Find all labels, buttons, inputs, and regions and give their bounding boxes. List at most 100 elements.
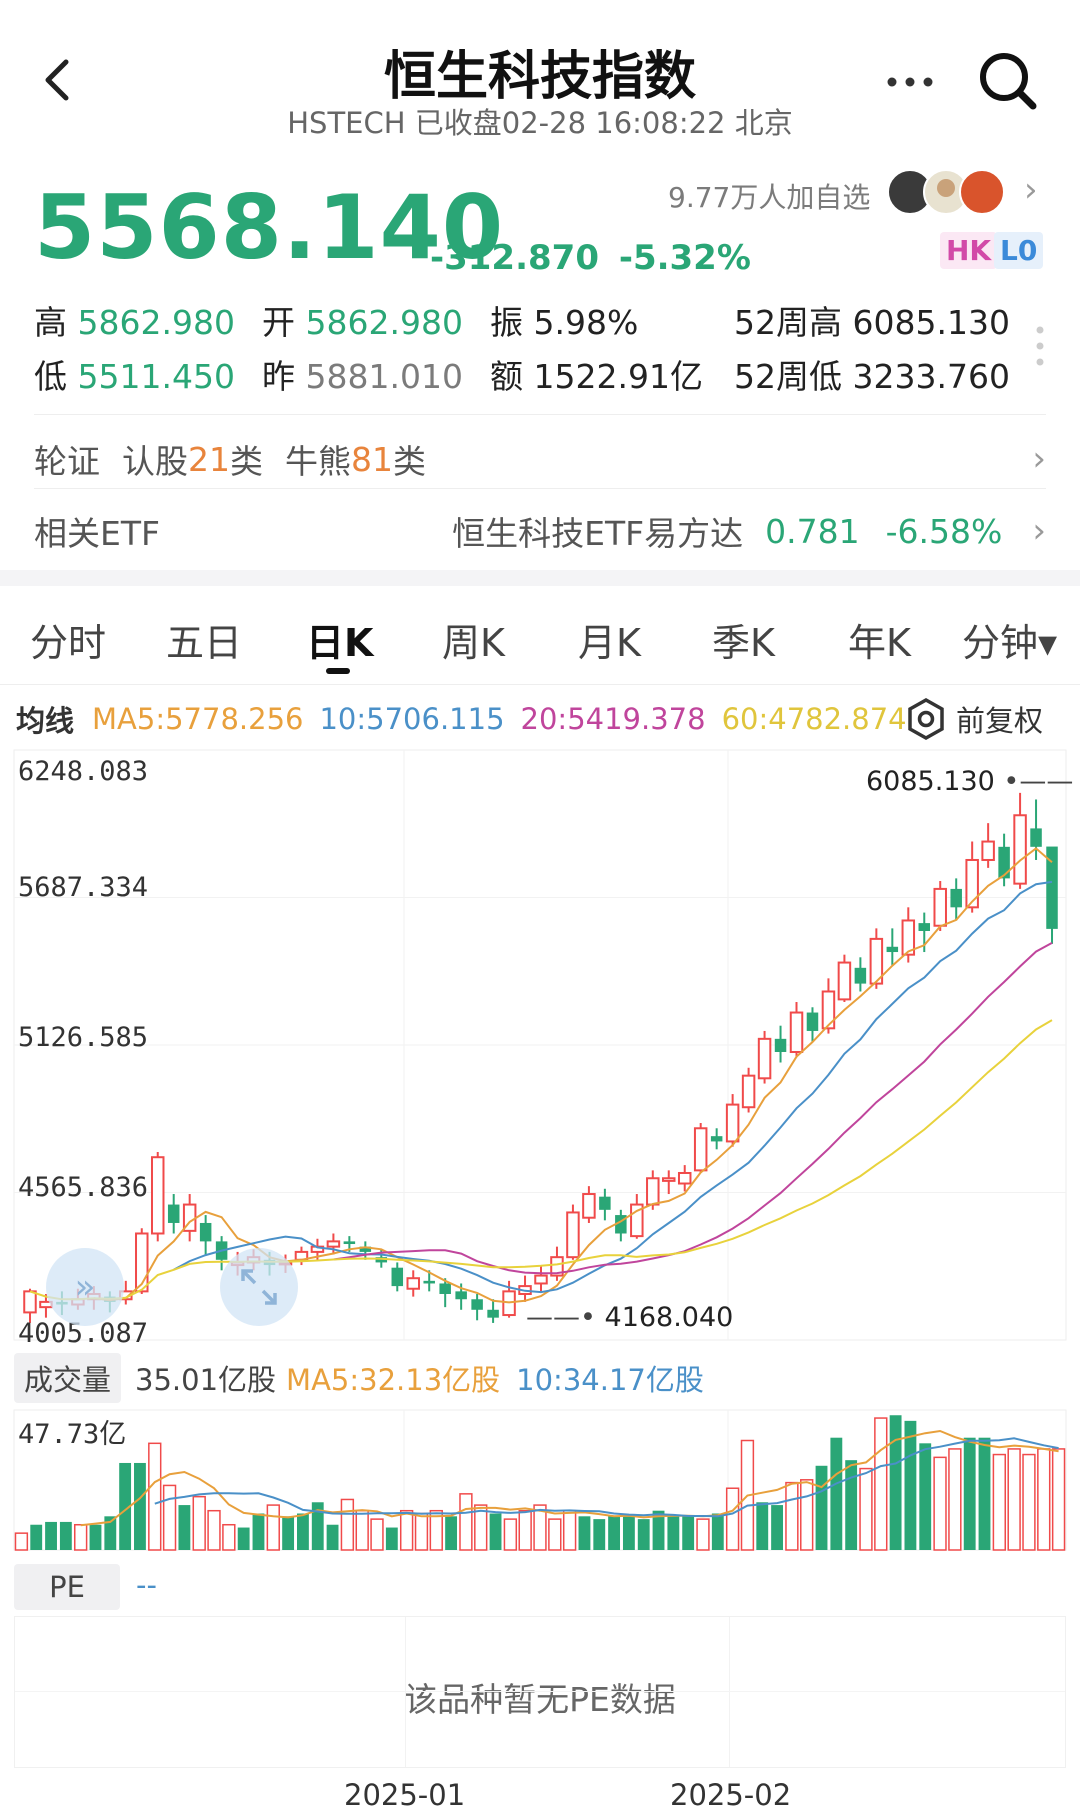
candle-down <box>487 1309 499 1318</box>
stat-amplitude-value: 5.98% <box>533 303 639 342</box>
x-tick-label: 2025-01 <box>344 1778 466 1812</box>
etf-price: 0.781 <box>765 511 860 551</box>
volume-label[interactable]: 成交量 <box>14 1353 122 1403</box>
back-icon[interactable] <box>34 50 84 110</box>
etf-label: 相关ETF <box>34 514 160 553</box>
volume-bar-down <box>45 1521 57 1550</box>
ma10-value: 10:5706.115 <box>319 702 505 736</box>
divider <box>0 684 1080 685</box>
candle-down <box>918 923 931 931</box>
y-tick-label: 5687.334 <box>18 872 149 903</box>
tab-minute[interactable]: 分钟▾ <box>962 621 1058 665</box>
adjust-label: 前复权 <box>956 704 1044 738</box>
volume-bar-up <box>1022 1453 1036 1551</box>
candle-up <box>150 1156 165 1235</box>
volume-legend: 成交量 35.01亿股 MA5:32.13亿股 10:34.17亿股 <box>14 1353 704 1403</box>
candle-down <box>998 846 1010 879</box>
x-tick-label: 2025-02 <box>670 1778 792 1812</box>
candle-up <box>981 840 995 861</box>
ma-legend: 均线 MA5:5778.256 10:5706.115 20:5419.378 … <box>16 696 907 742</box>
stat-amount: 额 1522.91亿 <box>490 350 703 398</box>
warrants-bull-prefix: 牛熊 <box>285 442 351 481</box>
ma60-value: 60:4782.874 <box>721 702 907 736</box>
chevron-right-icon[interactable]: › <box>1024 170 1038 210</box>
search-icon[interactable] <box>975 48 1041 114</box>
stat-high: 高 5862.980 <box>34 296 235 344</box>
volume-bar-down <box>919 1443 932 1550</box>
page-subtitle: HSTECH 已收盘02-28 16:08:22 北京 <box>287 106 793 140</box>
grid-line <box>15 1691 1065 1692</box>
candle-down <box>423 1280 435 1284</box>
volume-bar-down <box>608 1516 621 1550</box>
volume-bar-up <box>948 1448 962 1551</box>
stat-amount-value: 1522.91亿 <box>533 357 703 396</box>
warrants-call-count: 21 <box>188 439 230 479</box>
volume-bar-up <box>503 1518 518 1551</box>
candle-up <box>821 990 836 1030</box>
candle-down <box>886 946 899 953</box>
candle-down <box>471 1299 483 1310</box>
candle-up <box>741 1074 756 1109</box>
volume-bar-up <box>800 1479 814 1551</box>
volume-bar-down <box>756 1502 769 1550</box>
follower-avatars[interactable] <box>886 168 1016 216</box>
followers-count[interactable]: 9.77万人加自选 <box>668 181 871 214</box>
tab-intraday[interactable]: 分时 <box>30 621 107 665</box>
volume-bar-down <box>667 1516 680 1550</box>
stats-expand-icon[interactable] <box>1030 322 1050 372</box>
candle-up <box>534 1274 548 1285</box>
candle-down <box>439 1283 451 1294</box>
volume-bar-up <box>207 1509 221 1551</box>
etf-row[interactable]: 相关ETF 恒生科技ETF易方达 0.781 -6.58% › <box>34 496 1046 566</box>
price-change-percent: -5.32% <box>618 238 751 278</box>
volume-bar-down <box>297 1513 309 1550</box>
volume-bar-down <box>622 1516 635 1550</box>
candle-up <box>677 1171 692 1185</box>
adjust-button[interactable]: 前复权 <box>904 696 1043 742</box>
candle-up <box>965 858 979 909</box>
volume-bar-up <box>874 1417 888 1551</box>
candle-up <box>406 1277 420 1290</box>
volume-bar-down <box>904 1420 917 1550</box>
tab-weekly-k[interactable]: 周K <box>442 621 505 665</box>
level-tag: L0 <box>994 232 1044 269</box>
volume-bar-down <box>711 1513 724 1550</box>
volume-bar-up <box>148 1442 162 1551</box>
volume-bar-up <box>696 1518 710 1551</box>
high-annotation-value: 6085.130 <box>866 766 995 797</box>
candle-up <box>662 1177 676 1182</box>
volume-bar-down <box>652 1510 665 1550</box>
stat-low: 低 5511.450 <box>34 350 235 398</box>
candle-up <box>326 1240 341 1248</box>
settings-icon <box>908 697 944 741</box>
tab-quarterly-k[interactable]: 季K <box>712 621 775 665</box>
candle-down <box>359 1246 372 1252</box>
candlestick-chart[interactable] <box>0 748 1080 1348</box>
pe-empty-text: 该品种暂无PE数据 <box>404 1680 676 1719</box>
y-tick-label: 6248.083 <box>18 756 149 787</box>
warrants-row[interactable]: 轮证 认股 21 类 牛熊 81 类 › <box>34 424 1046 494</box>
stat-amplitude: 振 5.98% <box>490 296 638 344</box>
more-icon[interactable] <box>880 60 940 100</box>
stat-prev-close: 昨 5881.010 <box>262 350 463 398</box>
stat-prev-value: 5881.010 <box>305 357 463 396</box>
volume-bar-up <box>14 1532 29 1551</box>
tab-daily-k[interactable]: 日K <box>306 621 374 665</box>
stat-high-value: 5862.980 <box>77 303 235 342</box>
expand-sidebar-icon[interactable]: » <box>46 1248 124 1326</box>
tab-five-day[interactable]: 五日 <box>166 621 243 665</box>
volume-chart[interactable] <box>0 1406 1080 1556</box>
volume-bar-up <box>859 1467 873 1551</box>
tab-yearly-k[interactable]: 年K <box>848 621 911 665</box>
etf-change: -6.58% <box>885 511 1003 551</box>
volume-bar-up <box>355 1509 369 1551</box>
volume-bar-down <box>445 1516 458 1550</box>
volume-bar-down <box>237 1527 250 1550</box>
divider <box>34 414 1046 415</box>
volume-bar-down <box>489 1513 502 1550</box>
fullscreen-icon[interactable] <box>220 1248 298 1326</box>
ma5-line <box>93 847 1053 1304</box>
tab-monthly-k[interactable]: 月K <box>578 621 641 665</box>
pe-label[interactable]: PE <box>14 1564 120 1610</box>
price-change-value: -312.870 <box>430 238 599 278</box>
